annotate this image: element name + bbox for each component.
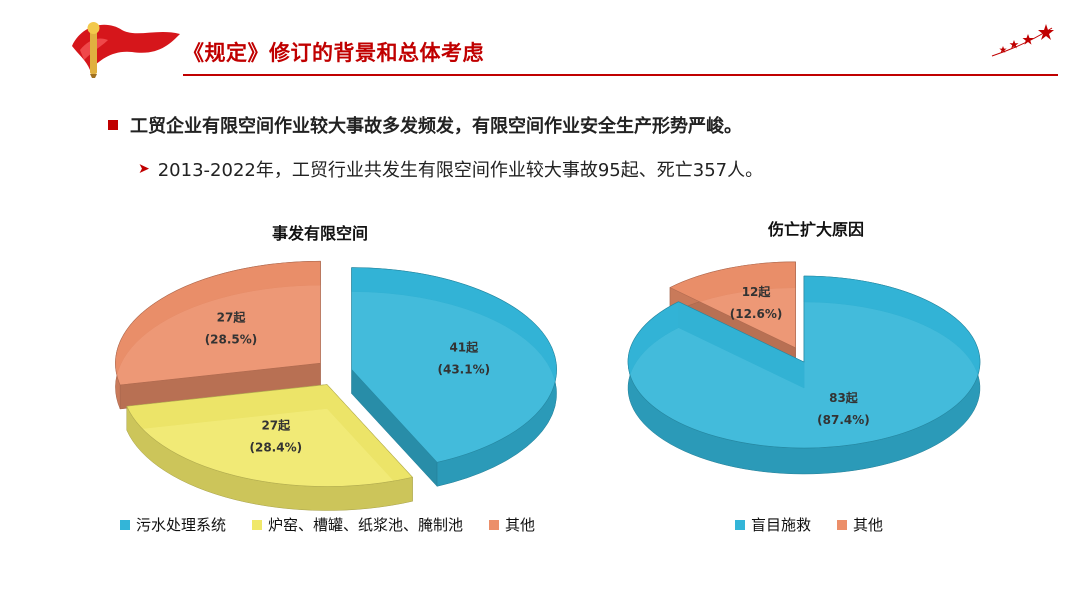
legend-label: 其他 xyxy=(853,516,884,534)
data-label-count: 83起 xyxy=(829,390,859,405)
slide-header: 《规定》修订的背景和总体考虑 xyxy=(0,0,1080,80)
pie-chart-1: 41起 (43.1%) 27起 (28.4%) 27起 (28.5%) xyxy=(115,260,557,511)
pie-chart-2: 83起 (87.4%) 12起 (12.6%) xyxy=(627,261,981,475)
main-bullet: 工贸企业有限空间作业较大事故多发频发，有限空间作业安全生产形势严峻。 xyxy=(108,112,742,138)
legend-label: 盲目施救 xyxy=(751,516,812,534)
data-label-count: 12起 xyxy=(742,284,772,299)
data-label-percent: (87.4%) xyxy=(817,413,870,427)
main-bullet-text: 工贸企业有限空间作业较大事故多发频发，有限空间作业安全生产形势严峻。 xyxy=(130,116,742,137)
data-label-percent: (12.6%) xyxy=(730,307,783,321)
page-title: 《规定》修订的背景和总体考虑 xyxy=(183,41,484,65)
legend-label: 其他 xyxy=(505,516,536,534)
data-label-count: 27起 xyxy=(261,418,291,433)
pie-slice-2 xyxy=(669,261,796,349)
legend-label: 污水处理系统 xyxy=(136,516,227,534)
flag-torch-icon xyxy=(72,22,180,78)
data-label-percent: (28.4%) xyxy=(249,441,302,455)
pie-slice-3 xyxy=(115,260,321,386)
header-divider xyxy=(183,74,1058,76)
pie-slice-1 xyxy=(351,267,557,463)
legend-item: 其他 xyxy=(489,514,535,535)
legend-item: 盲目施救 xyxy=(735,514,811,535)
legend-item: 其他 xyxy=(837,514,883,535)
legend-swatch xyxy=(735,519,745,530)
arrow-bullet-icon: ➤ xyxy=(138,161,150,177)
legend-swatch xyxy=(489,519,500,530)
pie-slice-2 xyxy=(126,384,414,487)
bullet-square-icon xyxy=(108,120,118,130)
stars-icon xyxy=(991,24,1054,57)
legend-item: 炉窑、槽罐、纸浆池、腌制池 xyxy=(252,514,463,535)
chart1-legend: 污水处理系统 炉窑、槽罐、纸浆池、腌制池 其他 xyxy=(120,514,561,535)
sub-bullet: ➤ 2013-2022年，工贸行业共发生有限空间作业较大事故95起、死亡357人… xyxy=(138,156,763,182)
data-label-count: 41起 xyxy=(449,339,479,354)
legend-swatch xyxy=(252,519,263,530)
data-label-percent: (28.5%) xyxy=(205,332,258,346)
legend-item: 污水处理系统 xyxy=(120,514,226,535)
legend-swatch xyxy=(120,519,130,530)
chart1-title: 事发有限空间 xyxy=(272,224,369,243)
chart2-title: 伤亡扩大原因 xyxy=(768,220,865,239)
pie-slice-1 xyxy=(627,275,981,449)
legend-label: 炉窑、槽罐、纸浆池、腌制池 xyxy=(268,516,464,534)
data-label-percent: (43.1%) xyxy=(437,362,490,376)
sub-bullet-text: 2013-2022年，工贸行业共发生有限空间作业较大事故95起、死亡357人。 xyxy=(157,160,764,181)
data-label-count: 27起 xyxy=(217,309,247,324)
legend-swatch xyxy=(837,519,848,530)
chart2-legend: 盲目施救 其他 xyxy=(735,514,909,535)
